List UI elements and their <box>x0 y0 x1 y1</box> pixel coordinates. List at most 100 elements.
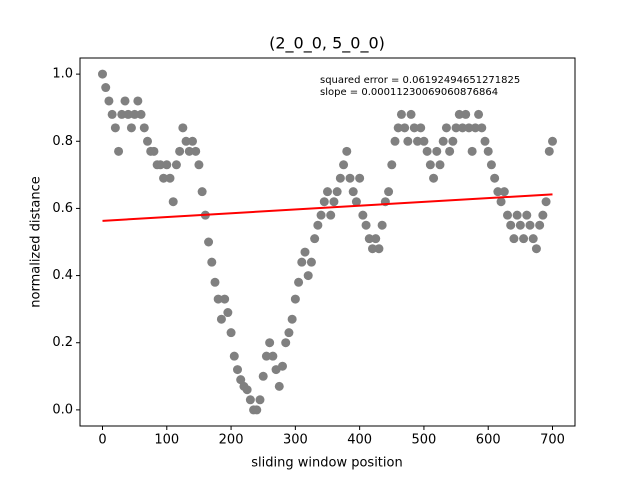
point <box>326 210 336 220</box>
point <box>467 146 477 156</box>
point <box>207 257 217 267</box>
y-tick-label: 0.6 <box>52 201 73 216</box>
point <box>345 173 355 183</box>
annotation: slope = 0.00011230069060876864 <box>320 87 498 98</box>
point <box>384 187 394 197</box>
point <box>133 96 143 106</box>
y-tick-label: 0.4 <box>52 268 73 283</box>
point <box>101 83 111 93</box>
point <box>281 338 291 348</box>
point <box>107 109 117 119</box>
point <box>371 234 381 244</box>
plot-frame <box>79 57 576 427</box>
point <box>548 136 557 146</box>
point <box>171 160 181 170</box>
point <box>287 314 297 324</box>
point <box>486 160 496 170</box>
point <box>403 136 413 146</box>
point <box>181 136 191 146</box>
point <box>332 187 342 197</box>
point <box>515 220 525 230</box>
point <box>226 328 236 338</box>
chart-title: (2_0_0, 5_0_0) <box>269 34 385 54</box>
point <box>351 197 361 207</box>
fit-line <box>102 193 553 222</box>
point <box>499 187 509 197</box>
point <box>464 123 474 133</box>
point <box>242 385 252 395</box>
point <box>535 220 545 230</box>
point <box>110 123 120 133</box>
point <box>480 136 490 146</box>
point <box>458 123 467 133</box>
point <box>441 123 451 133</box>
point <box>525 220 535 230</box>
point <box>268 351 278 361</box>
point <box>149 146 159 156</box>
point <box>419 136 429 146</box>
point <box>255 395 265 405</box>
point <box>258 371 268 381</box>
point <box>197 187 207 197</box>
point <box>503 210 512 220</box>
point <box>342 146 352 156</box>
point <box>310 234 320 244</box>
point <box>194 160 204 170</box>
point <box>448 136 458 146</box>
point <box>522 210 532 220</box>
point <box>506 220 516 230</box>
point <box>422 146 432 156</box>
point <box>252 405 262 415</box>
point <box>355 173 365 183</box>
point <box>454 109 464 119</box>
point <box>120 96 130 106</box>
point <box>104 96 114 106</box>
point <box>290 294 300 304</box>
point <box>490 173 500 183</box>
point <box>220 294 230 304</box>
point <box>438 136 448 146</box>
point <box>216 314 226 324</box>
y-axis-label: normalized distance <box>29 176 44 307</box>
point <box>396 109 406 119</box>
point <box>130 109 140 119</box>
point <box>123 109 133 119</box>
point <box>126 123 136 133</box>
point <box>316 210 326 220</box>
point <box>477 123 487 133</box>
point <box>445 146 455 156</box>
point <box>313 220 323 230</box>
point <box>451 123 461 133</box>
point <box>432 146 442 156</box>
point <box>519 234 529 244</box>
point <box>159 173 169 183</box>
y-tick-label: 1.0 <box>52 67 73 82</box>
point <box>175 146 185 156</box>
point <box>233 365 242 375</box>
point <box>213 294 223 304</box>
point <box>544 146 554 156</box>
point <box>139 123 149 133</box>
point <box>210 277 220 287</box>
y-tick-label: 0.8 <box>52 134 73 149</box>
point <box>143 136 152 146</box>
point <box>416 123 426 133</box>
point <box>162 160 172 170</box>
point <box>361 220 371 230</box>
x-tick-label: 200 <box>219 433 244 448</box>
point <box>429 173 439 183</box>
point <box>390 136 400 146</box>
point <box>188 136 197 146</box>
point <box>155 160 165 170</box>
point <box>435 160 445 170</box>
point <box>368 244 377 254</box>
point <box>178 123 188 133</box>
point <box>461 109 471 119</box>
point <box>335 173 345 183</box>
point <box>400 123 410 133</box>
point <box>323 187 332 197</box>
point <box>329 197 339 207</box>
point <box>98 69 107 79</box>
point <box>274 381 284 391</box>
